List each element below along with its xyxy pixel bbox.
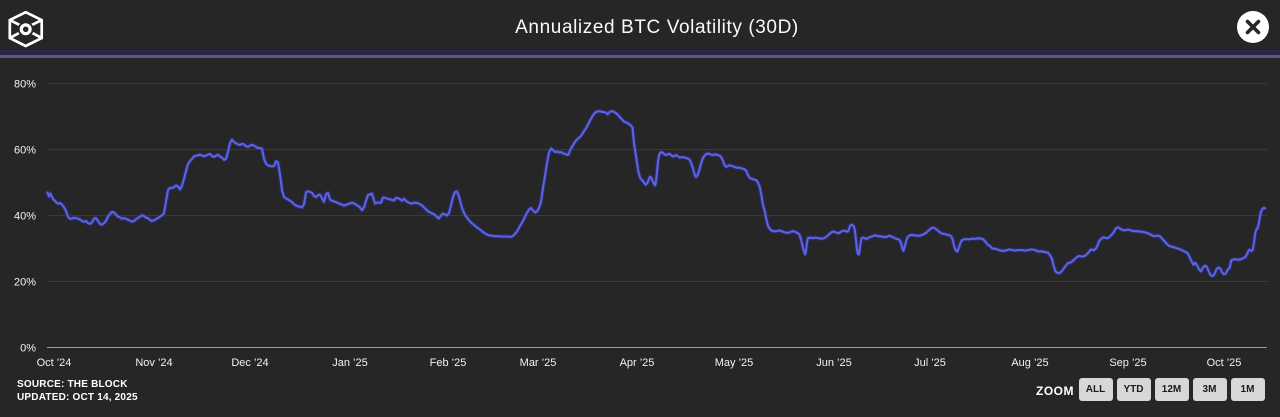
svg-text:80%: 80% — [14, 79, 36, 91]
svg-text:Dec ’24: Dec ’24 — [231, 357, 268, 369]
svg-text:Jan ’25: Jan ’25 — [332, 357, 367, 369]
svg-text:60%: 60% — [14, 145, 36, 157]
svg-text:Oct ’25: Oct ’25 — [1207, 357, 1242, 369]
svg-text:0%: 0% — [20, 343, 36, 355]
svg-text:20%: 20% — [14, 277, 36, 289]
svg-text:Jun ’25: Jun ’25 — [816, 357, 851, 369]
svg-text:May ’25: May ’25 — [715, 357, 754, 369]
svg-text:40%: 40% — [14, 211, 36, 223]
svg-text:Sep ’25: Sep ’25 — [1109, 357, 1146, 369]
svg-text:Apr ’25: Apr ’25 — [620, 357, 655, 369]
svg-text:Aug ’25: Aug ’25 — [1011, 357, 1048, 369]
svg-text:Mar ’25: Mar ’25 — [520, 357, 557, 369]
svg-text:Nov ’24: Nov ’24 — [135, 357, 172, 369]
svg-text:Oct ’24: Oct ’24 — [37, 357, 72, 369]
svg-text:Jul ’25: Jul ’25 — [914, 357, 946, 369]
svg-text:Feb ’25: Feb ’25 — [430, 357, 467, 369]
